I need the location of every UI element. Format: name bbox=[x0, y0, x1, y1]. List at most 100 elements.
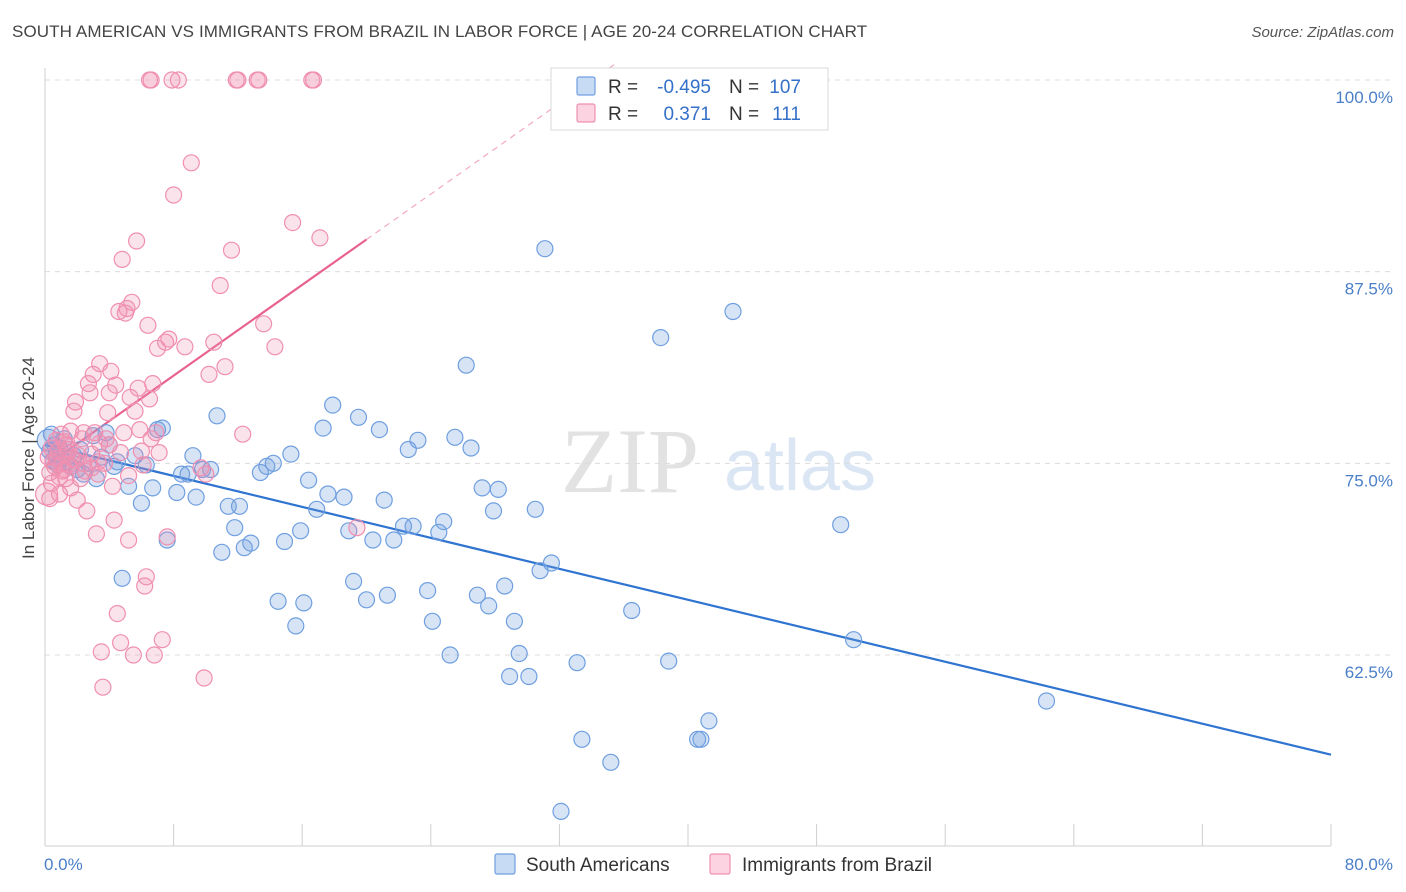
point-brazil-immigrant-70 bbox=[153, 631, 171, 649]
x-tick-label-1: 80.0% bbox=[1345, 855, 1393, 874]
grid bbox=[45, 79, 1395, 656]
point-brazil-immigrant-117 bbox=[62, 479, 80, 497]
point-south-american-96 bbox=[542, 554, 561, 572]
point-south-american-77 bbox=[430, 523, 448, 541]
point-south-american-49 bbox=[264, 454, 282, 472]
point-brazil-immigrant-71 bbox=[157, 333, 175, 351]
point-brazil-immigrant-55 bbox=[128, 232, 146, 250]
point-south-american-58 bbox=[314, 419, 332, 437]
point-brazil-immigrant-28 bbox=[84, 365, 102, 383]
point-south-american-80 bbox=[446, 428, 464, 446]
x-tick-label-0: 0.0% bbox=[44, 855, 83, 874]
point-south-american-90 bbox=[505, 612, 524, 630]
point-south-american-34 bbox=[173, 465, 191, 483]
point-brazil-immigrant-43 bbox=[108, 604, 126, 623]
point-south-american-69 bbox=[378, 586, 396, 604]
point-south-american-98 bbox=[568, 654, 586, 672]
point-south-american-61 bbox=[335, 488, 353, 506]
point-south-american-86 bbox=[484, 502, 503, 520]
y-tick-label-3: 100.0% bbox=[1335, 88, 1393, 107]
point-brazil-immigrant-34 bbox=[94, 678, 112, 696]
point-south-american-64 bbox=[349, 408, 368, 426]
point-brazil-immigrant-73 bbox=[160, 330, 178, 348]
y-tick-label-2: 87.5% bbox=[1345, 280, 1393, 299]
point-south-american-91 bbox=[510, 644, 528, 663]
point-brazil-immigrant-88 bbox=[255, 315, 273, 333]
y-axis-title: In Labor Force | Age 20-24 bbox=[19, 357, 38, 559]
point-brazil-immigrant-80 bbox=[195, 669, 213, 687]
point-brazil-immigrant-114 bbox=[76, 462, 94, 480]
point-brazil-immigrant-69 bbox=[150, 444, 168, 462]
point-brazil-immigrant-62 bbox=[139, 316, 157, 334]
point-brazil-immigrant-102 bbox=[60, 440, 78, 459]
point-brazil-immigrant-46 bbox=[113, 250, 131, 268]
point-south-american-74 bbox=[409, 431, 427, 449]
series-legend-label-pink: Immigrants from Brazil bbox=[742, 855, 932, 876]
point-south-american-97 bbox=[552, 802, 570, 821]
point-south-american-83 bbox=[468, 586, 486, 604]
point-brazil-immigrant-66 bbox=[145, 646, 163, 664]
point-south-american-107 bbox=[724, 302, 742, 321]
point-brazil-immigrant-85 bbox=[216, 358, 234, 376]
point-south-american-84 bbox=[473, 479, 491, 497]
source-credit: Source: ZipAtlas.com bbox=[1251, 24, 1394, 41]
point-brazil-immigrant-86 bbox=[222, 241, 241, 259]
point-brazil-immigrant-24 bbox=[78, 502, 96, 520]
point-south-american-54 bbox=[292, 522, 310, 540]
point-south-american-88 bbox=[496, 577, 514, 595]
point-brazil-immigrant-58 bbox=[132, 442, 150, 460]
point-brazil-immigrant-50 bbox=[120, 531, 138, 549]
point-brazil-immigrant-53 bbox=[124, 646, 142, 664]
point-brazil-immigrant-111 bbox=[120, 467, 138, 485]
point-brazil-immigrant-118 bbox=[41, 490, 59, 508]
point-south-american-53 bbox=[287, 617, 305, 635]
point-south-american-108 bbox=[832, 516, 850, 534]
point-south-american-82 bbox=[462, 439, 480, 457]
point-brazil-immigrant-18 bbox=[66, 393, 85, 411]
point-brazil-immigrant-31 bbox=[89, 465, 107, 483]
point-brazil-immigrant-81 bbox=[197, 465, 215, 483]
legend-n-value-1: 107 bbox=[769, 77, 801, 98]
point-brazil-immigrant-67 bbox=[147, 424, 165, 442]
point-brazil-immigrant-77 bbox=[176, 338, 194, 356]
point-brazil-immigrant-106 bbox=[66, 451, 85, 469]
point-brazil-immigrant-35 bbox=[95, 454, 114, 472]
point-south-american-102 bbox=[652, 329, 670, 347]
axes: 62.5% 75.0% 87.5% 100.0% 0.0% 80.0% bbox=[44, 68, 1393, 874]
point-south-american-24 bbox=[113, 569, 131, 587]
point-south-american-37 bbox=[187, 488, 205, 506]
point-brazil-immigrant-83 bbox=[205, 333, 223, 351]
series-legend: South Americans Immigrants from Brazil bbox=[494, 853, 932, 876]
point-brazil-immigrant-76 bbox=[169, 71, 187, 89]
point-brazil-immigrant-95 bbox=[142, 71, 160, 89]
point-south-american-67 bbox=[370, 421, 388, 439]
point-south-american-109 bbox=[844, 631, 863, 649]
legend-r-label-2: R = bbox=[608, 104, 638, 125]
point-south-american-103 bbox=[660, 652, 678, 670]
point-brazil-immigrant-97 bbox=[229, 71, 247, 89]
point-brazil-immigrant-26 bbox=[81, 384, 99, 402]
point-south-american-89 bbox=[501, 667, 519, 686]
point-south-american-52 bbox=[282, 445, 300, 463]
point-south-american-85 bbox=[480, 597, 498, 615]
point-brazil-immigrant-41 bbox=[105, 511, 123, 529]
point-south-american-47 bbox=[251, 463, 269, 482]
point-south-american-92 bbox=[520, 667, 538, 686]
point-south-american-41 bbox=[213, 543, 231, 561]
point-brazil-immigrant-30 bbox=[87, 525, 106, 543]
point-south-american-70 bbox=[385, 531, 403, 549]
point-south-american-59 bbox=[319, 485, 337, 503]
data-points bbox=[34, 71, 1056, 821]
point-south-american-57 bbox=[308, 500, 326, 518]
point-brazil-immigrant-65 bbox=[144, 375, 162, 393]
point-brazil-immigrant-33 bbox=[92, 643, 110, 661]
point-south-american-44 bbox=[230, 497, 249, 515]
point-south-american-95 bbox=[536, 240, 554, 258]
point-south-american-63 bbox=[345, 572, 363, 591]
point-south-american-51 bbox=[275, 532, 294, 551]
point-brazil-immigrant-72 bbox=[158, 528, 176, 546]
point-south-american-46 bbox=[242, 534, 260, 552]
legend-n-value-2: 111 bbox=[772, 104, 801, 125]
legend-r-value-1: -0.495 bbox=[657, 77, 711, 98]
